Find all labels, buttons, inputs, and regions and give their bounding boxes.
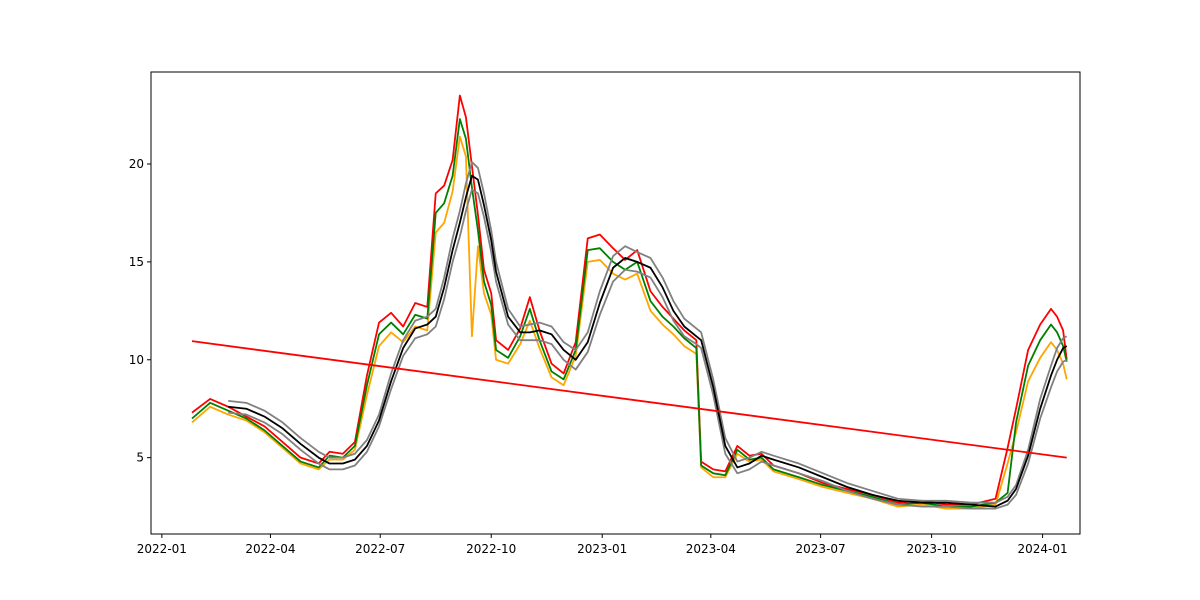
plot-frame: [150, 71, 1081, 535]
x-axis: 2022-01 2022-04 2022-07 2022-10 2023-01 2023-…: [137, 534, 1068, 556]
series-layer: [191, 94, 1068, 510]
y-tick-label: 5: [136, 451, 144, 465]
x-tick-label: 2023-10: [907, 542, 957, 556]
series-line-5: [228, 188, 1068, 510]
x-tick-label: 2023-04: [686, 542, 736, 556]
y-tick-label: 15: [129, 255, 144, 269]
y-axis: 5 10 15 20: [129, 157, 151, 465]
x-tick-label: 2024-01: [1018, 542, 1068, 556]
y-tick-label: 10: [129, 353, 144, 367]
series-line-6: [228, 174, 1068, 508]
x-tick-label: 2022-07: [355, 542, 405, 556]
x-tick-label: 2022-01: [137, 542, 187, 556]
x-tick-label: 2022-10: [466, 542, 516, 556]
x-tick-label: 2023-01: [577, 542, 627, 556]
x-tick-label: 2023-07: [796, 542, 846, 556]
series-line-7: [191, 340, 1067, 459]
x-tick-label: 2022-04: [245, 542, 295, 556]
series-line-4: [228, 161, 1068, 504]
y-tick-label: 20: [129, 157, 144, 171]
series-line-2: [191, 135, 1068, 510]
